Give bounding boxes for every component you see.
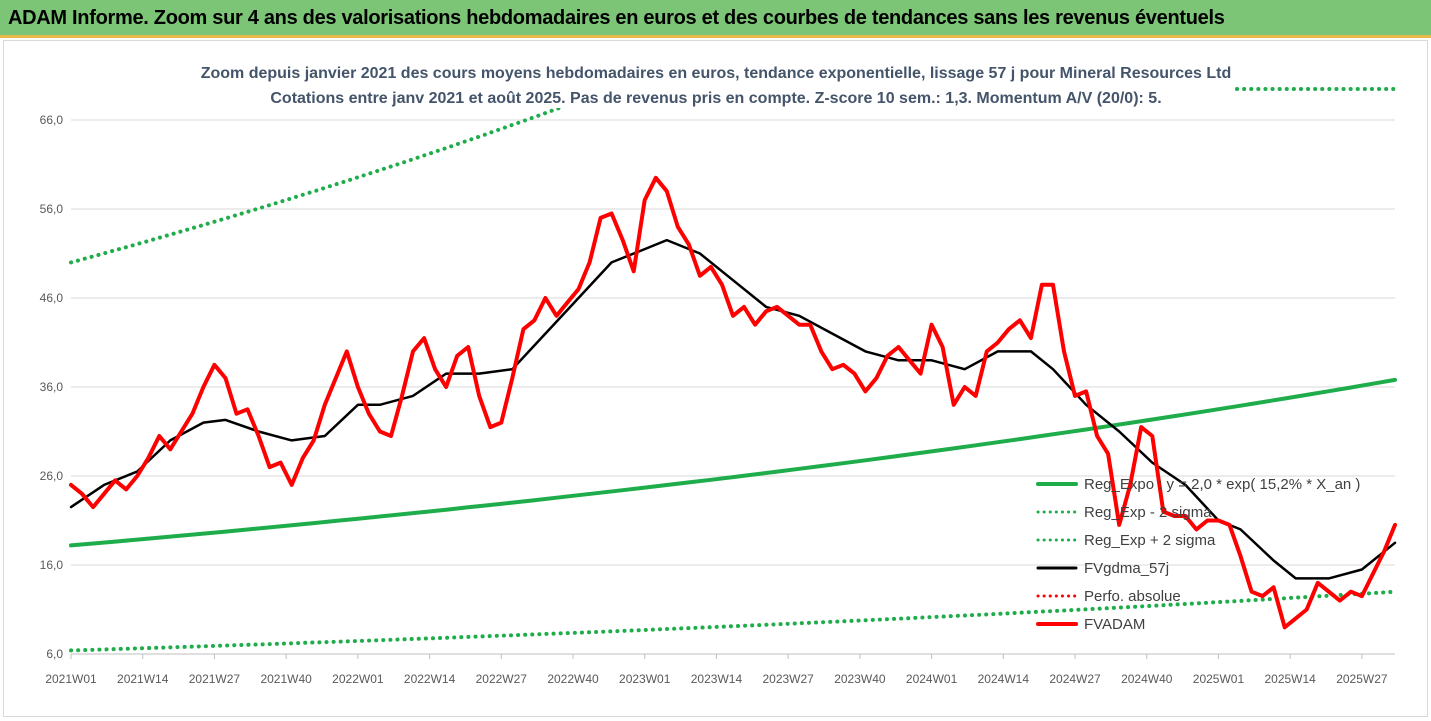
- legend-label: Reg_Exp - 2 sigma: [1084, 504, 1212, 521]
- legend-label: Reg_Exp + 2 sigma: [1084, 532, 1216, 549]
- x-tick-label: 2025W27: [1336, 672, 1388, 686]
- x-tick-label: 2023W27: [762, 672, 814, 686]
- x-tick-label: 2024W40: [1121, 672, 1173, 686]
- x-tick-label: 2023W01: [619, 672, 671, 686]
- line-chart: Zoom depuis janvier 2021 des cours moyen…: [40, 65, 1398, 686]
- y-tick-label: 6,0: [46, 647, 63, 661]
- report-title: ADAM Informe. Zoom sur 4 ans des valoris…: [8, 7, 1225, 29]
- x-tick-label: 2024W27: [1049, 672, 1101, 686]
- series-line-5: [69, 175, 1397, 630]
- x-tick-label: 2023W40: [834, 672, 886, 686]
- legend-label: Perfo. absolue: [1084, 588, 1181, 605]
- legend-label: Reg_Expo : y = 2,0 * exp( 15,2% * X_an ): [1084, 476, 1360, 493]
- x-tick-label: 2022W27: [476, 672, 528, 686]
- x-axis: 2021W01 2021W14 2021W27 2021W40 2022W01 2022W…: [45, 653, 1395, 686]
- y-tick-label: 36,0: [40, 380, 64, 394]
- y-tick-label: 16,0: [40, 558, 64, 572]
- y-axis: 66,0 56,0 46,0 36,0 26,0 16,0 6,0: [40, 113, 64, 661]
- series-line-1: [69, 589, 1397, 653]
- chart-subtitle: Cotations entre janv 2021 et août 2025. …: [270, 90, 1161, 107]
- x-tick-label: 2022W14: [404, 672, 456, 686]
- chart-area: Zoom depuis janvier 2021 des cours moyen…: [3, 40, 1428, 717]
- x-tick-label: 2024W14: [978, 672, 1030, 686]
- x-tick-label: 2021W40: [260, 672, 312, 686]
- x-tick-label: 2024W01: [906, 672, 958, 686]
- x-tick-label: 2021W14: [117, 672, 169, 686]
- report-banner: ADAM Informe. Zoom sur 4 ans des valoris…: [0, 0, 1431, 38]
- x-tick-label: 2023W14: [691, 672, 743, 686]
- x-tick-label: 2022W40: [547, 672, 599, 686]
- chart-title: Zoom depuis janvier 2021 des cours moyen…: [201, 65, 1232, 82]
- x-tick-label: 2021W27: [189, 672, 241, 686]
- legend-label: FVADAM: [1084, 616, 1145, 633]
- y-tick-label: 46,0: [40, 291, 64, 305]
- series-line-3: [69, 238, 1397, 580]
- series-line-0: [69, 377, 1397, 548]
- y-tick-label: 26,0: [40, 469, 64, 483]
- x-tick-label: 2025W01: [1193, 672, 1245, 686]
- x-tick-label: 2025W14: [1264, 672, 1316, 686]
- legend-label: FVgdma_57j: [1084, 560, 1169, 577]
- gridlines: [71, 119, 1395, 655]
- x-tick-label: 2021W01: [45, 672, 97, 686]
- y-tick-label: 66,0: [40, 113, 64, 127]
- x-tick-label: 2022W01: [332, 672, 384, 686]
- y-tick-label: 56,0: [40, 202, 64, 216]
- series-lines: [69, 108, 1397, 653]
- series-line-2: [69, 108, 566, 265]
- legend: Reg_Expo : y = 2,0 * exp( 15,2% * X_an )…: [1036, 476, 1360, 633]
